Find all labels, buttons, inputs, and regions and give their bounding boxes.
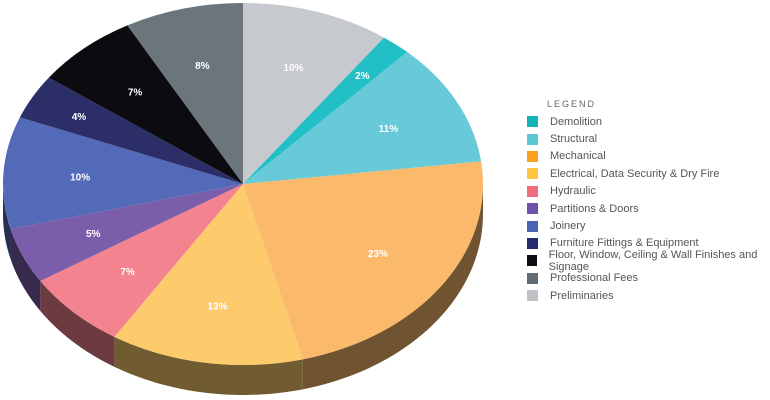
pie-slice[interactable] <box>243 161 483 360</box>
legend-swatch <box>527 272 538 284</box>
pie-slice[interactable] <box>243 37 408 184</box>
pie-side-4 <box>40 280 115 367</box>
pie-slice[interactable] <box>114 184 303 365</box>
pie-side-2 <box>302 184 483 390</box>
pie-slice[interactable] <box>19 77 244 184</box>
legend-label: Mechanical <box>550 150 606 163</box>
legend-item: Professional Fees <box>527 270 770 287</box>
legend-item: Furniture Fittings & Equipment <box>527 235 770 252</box>
pie-sides <box>3 184 483 395</box>
legend-swatch <box>527 133 538 145</box>
legend-item: Demolition <box>527 113 770 130</box>
legend-title: LEGEND <box>547 99 597 109</box>
legend-item: Structural <box>527 130 770 147</box>
legend-label: Preliminaries <box>550 289 614 302</box>
legend-label: Electrical, Data Security & Dry Fire <box>550 167 720 180</box>
legend-item: Hydraulic <box>527 183 770 200</box>
pie-data-label: 13% <box>207 302 227 313</box>
legend-swatch <box>527 237 538 249</box>
pie-data-label: 2% <box>355 71 370 82</box>
legend-item: Partitions & Doors <box>527 200 770 217</box>
pie-data-label: 10% <box>283 63 303 74</box>
pie-slice[interactable] <box>3 117 244 230</box>
pie-slice[interactable] <box>10 184 244 281</box>
pie-data-label: 23% <box>368 249 388 260</box>
pie-side-3 <box>114 336 303 395</box>
legend-label: Partitions & Doors <box>550 202 639 215</box>
legend-swatch <box>527 150 538 162</box>
pie-chart: 10% 2% 11% 23% 13% 7% 5% 10% 4% 7% 8% <box>3 3 483 395</box>
legend-swatch <box>527 116 538 128</box>
legend-label: Professional Fees <box>550 272 639 285</box>
legend-swatch <box>527 185 538 197</box>
pie-data-label: 7% <box>128 88 143 99</box>
legend-label: Floor, Window, Ceiling & Wall Finishes a… <box>548 248 758 273</box>
pie-slice[interactable] <box>48 25 243 185</box>
legend-item: Mechanical <box>527 148 770 165</box>
pie-data-label: 5% <box>86 229 101 240</box>
pie-slice[interactable] <box>40 184 243 337</box>
legend-label: Joinery <box>550 220 586 233</box>
pie-slice[interactable] <box>243 52 482 185</box>
pie-side-5 <box>10 229 41 311</box>
legend-item: Floor, Window, Ceiling & Wall Finishes a… <box>527 249 770 273</box>
pie-labels: 10% 2% 11% 23% 13% 7% 5% 10% 4% 7% 8% <box>70 61 398 313</box>
legend-swatch <box>527 203 538 215</box>
legend-label: Furniture Fittings & Equipment <box>550 237 699 250</box>
legend-swatch <box>527 220 538 232</box>
legend-item: Joinery <box>527 217 770 234</box>
legend-swatch <box>527 290 538 302</box>
legend-swatch <box>527 168 538 180</box>
legend-label: Hydraulic <box>550 185 596 198</box>
legend-item: Preliminaries <box>527 287 770 304</box>
legend-label: Structural <box>550 133 598 146</box>
pie-data-label: 7% <box>120 267 135 278</box>
pie-slices <box>3 3 483 365</box>
pie-slice[interactable] <box>127 3 243 184</box>
pie-side-6 <box>3 184 11 260</box>
pie-data-label: 4% <box>72 112 87 123</box>
pie-slice[interactable] <box>243 3 385 184</box>
legend: LEGEND Demolition Structural Mechanical Ele… <box>527 99 770 304</box>
legend-item: Electrical, Data Security & Dry Fire <box>527 165 770 182</box>
pie-data-label: 8% <box>195 61 210 72</box>
legend-swatch <box>527 255 537 267</box>
legend-label: Demolition <box>550 115 602 128</box>
pie-data-label: 10% <box>70 172 90 183</box>
pie-data-label: 11% <box>379 124 399 135</box>
